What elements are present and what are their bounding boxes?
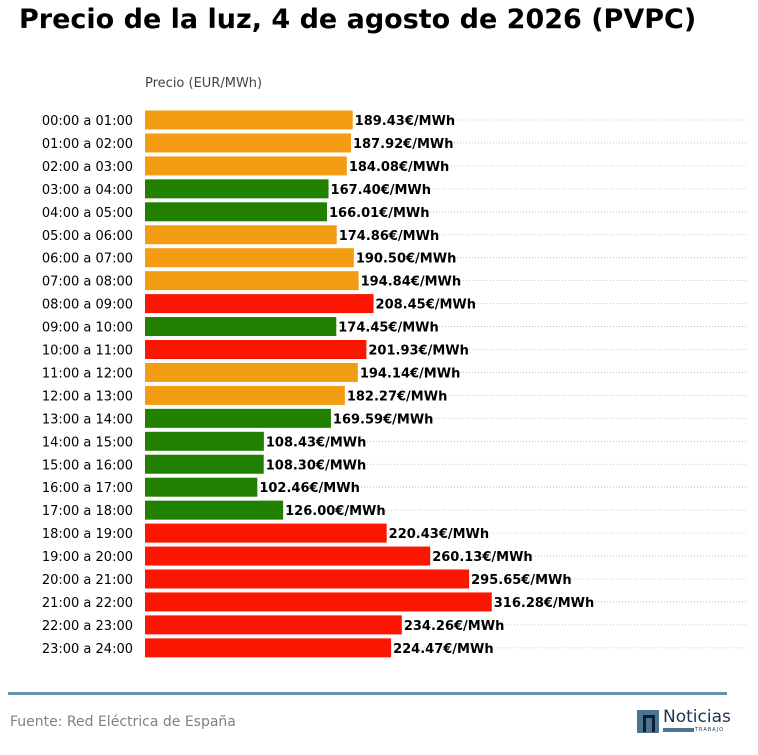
- bar-value-label: 174.86€/MWh: [339, 229, 440, 244]
- price-bar: [145, 248, 354, 268]
- hour-tick-label: 13:00 a 14:00: [42, 412, 133, 427]
- bar-value-label: 167.40€/MWh: [331, 183, 432, 198]
- price-bar: [145, 133, 352, 153]
- hour-tick-label: 11:00 a 12:00: [42, 366, 133, 381]
- hour-tick-label: 04:00 a 05:00: [42, 206, 133, 221]
- price-bar: [145, 477, 258, 497]
- bar-value-label: 260.13€/MWh: [432, 550, 533, 565]
- bar-value-label: 187.92€/MWh: [353, 137, 454, 152]
- bar-value-label: 126.00€/MWh: [285, 504, 386, 519]
- chart-title: Precio de la luz, 4 de agosto de 2026 (P…: [19, 4, 697, 35]
- price-bar: [145, 546, 431, 566]
- axis-label: Precio (EUR/MWh): [145, 76, 262, 91]
- price-bar: [145, 638, 392, 658]
- price-bar: [145, 500, 284, 520]
- bar-value-label: 189.43€/MWh: [355, 114, 456, 129]
- hour-tick-label: 01:00 a 02:00: [42, 137, 133, 152]
- price-bar: [145, 408, 331, 428]
- price-bar: [145, 179, 329, 199]
- bar-value-label: 220.43€/MWh: [389, 527, 490, 542]
- bar-value-label: 108.30€/MWh: [266, 458, 367, 473]
- logo-mark-icon: [637, 710, 659, 733]
- hour-tick-label: 00:00 a 01:00: [42, 114, 133, 129]
- bar-value-label: 169.59€/MWh: [333, 412, 434, 427]
- bar-value-label: 224.47€/MWh: [393, 642, 494, 657]
- bar-value-label: 182.27€/MWh: [347, 389, 448, 404]
- hour-tick-label: 23:00 a 24:00: [42, 642, 133, 657]
- hour-tick-label: 22:00 a 23:00: [42, 619, 133, 634]
- hour-tick-label: 14:00 a 15:00: [42, 435, 133, 450]
- price-bar: [145, 271, 359, 291]
- price-bar: [145, 431, 264, 451]
- price-bar: [145, 110, 353, 130]
- hour-tick-label: 17:00 a 18:00: [42, 504, 133, 519]
- price-bar: [145, 317, 337, 337]
- bar-value-label: 316.28€/MWh: [494, 596, 595, 611]
- price-bar: [145, 592, 492, 612]
- hour-tick-label: 19:00 a 20:00: [42, 550, 133, 565]
- bar-chart: Precio (EUR/MWh) 00:00 a 01:00 189.43€/MW…: [42, 76, 748, 658]
- logo-subword: TRABAJO: [695, 727, 725, 733]
- hour-tick-label: 20:00 a 21:00: [42, 573, 133, 588]
- bar-value-label: 208.45€/MWh: [376, 298, 477, 313]
- bar-value-label: 102.46€/MWh: [259, 481, 360, 496]
- hour-tick-label: 16:00 a 17:00: [42, 481, 133, 496]
- hour-tick-label: 07:00 a 08:00: [42, 275, 133, 290]
- price-bar: [145, 340, 367, 359]
- bar-value-label: 194.84€/MWh: [361, 275, 462, 290]
- price-bar: [145, 615, 402, 635]
- source-note: Fuente: Red Eléctrica de España: [10, 714, 236, 730]
- bar-value-label: 166.01€/MWh: [329, 206, 430, 221]
- price-bar: [145, 225, 337, 245]
- logo-word: Noticias: [663, 707, 731, 727]
- bar-value-label: 184.08€/MWh: [349, 160, 450, 175]
- bar-value-label: 295.65€/MWh: [471, 573, 571, 588]
- hour-tick-label: 21:00 a 22:00: [42, 596, 133, 611]
- bar-value-label: 201.93€/MWh: [368, 344, 469, 359]
- price-bar: [145, 156, 347, 176]
- price-bar: [145, 523, 387, 543]
- hour-tick-label: 12:00 a 13:00: [42, 389, 133, 404]
- hour-tick-label: 03:00 a 04:00: [42, 183, 133, 198]
- price-bar: [145, 454, 264, 474]
- bar-value-label: 194.14€/MWh: [360, 366, 461, 381]
- hour-tick-label: 06:00 a 07:00: [42, 252, 133, 267]
- price-bar: [145, 385, 345, 405]
- hour-tick-label: 05:00 a 06:00: [42, 229, 133, 244]
- bar-value-label: 234.26€/MWh: [404, 619, 505, 634]
- price-bar: [145, 202, 328, 222]
- bar-value-label: 174.45€/MWh: [338, 321, 439, 336]
- bar-value-label: 190.50€/MWh: [356, 252, 457, 267]
- hour-tick-label: 09:00 a 10:00: [42, 321, 133, 336]
- hour-tick-label: 08:00 a 09:00: [42, 298, 133, 313]
- price-bar: [145, 362, 358, 382]
- noticias-trabajo-logo: Noticias TRABAJO: [637, 707, 737, 735]
- logo-underline: [663, 728, 694, 732]
- bar-value-label: 108.43€/MWh: [266, 435, 367, 450]
- hour-tick-label: 18:00 a 19:00: [42, 527, 133, 542]
- bottom-divider: [8, 692, 727, 695]
- price-bar: [145, 294, 374, 314]
- price-bar: [145, 569, 470, 589]
- hour-tick-label: 15:00 a 16:00: [42, 458, 133, 473]
- hour-tick-label: 02:00 a 03:00: [42, 160, 133, 175]
- hour-tick-label: 10:00 a 11:00: [42, 344, 133, 359]
